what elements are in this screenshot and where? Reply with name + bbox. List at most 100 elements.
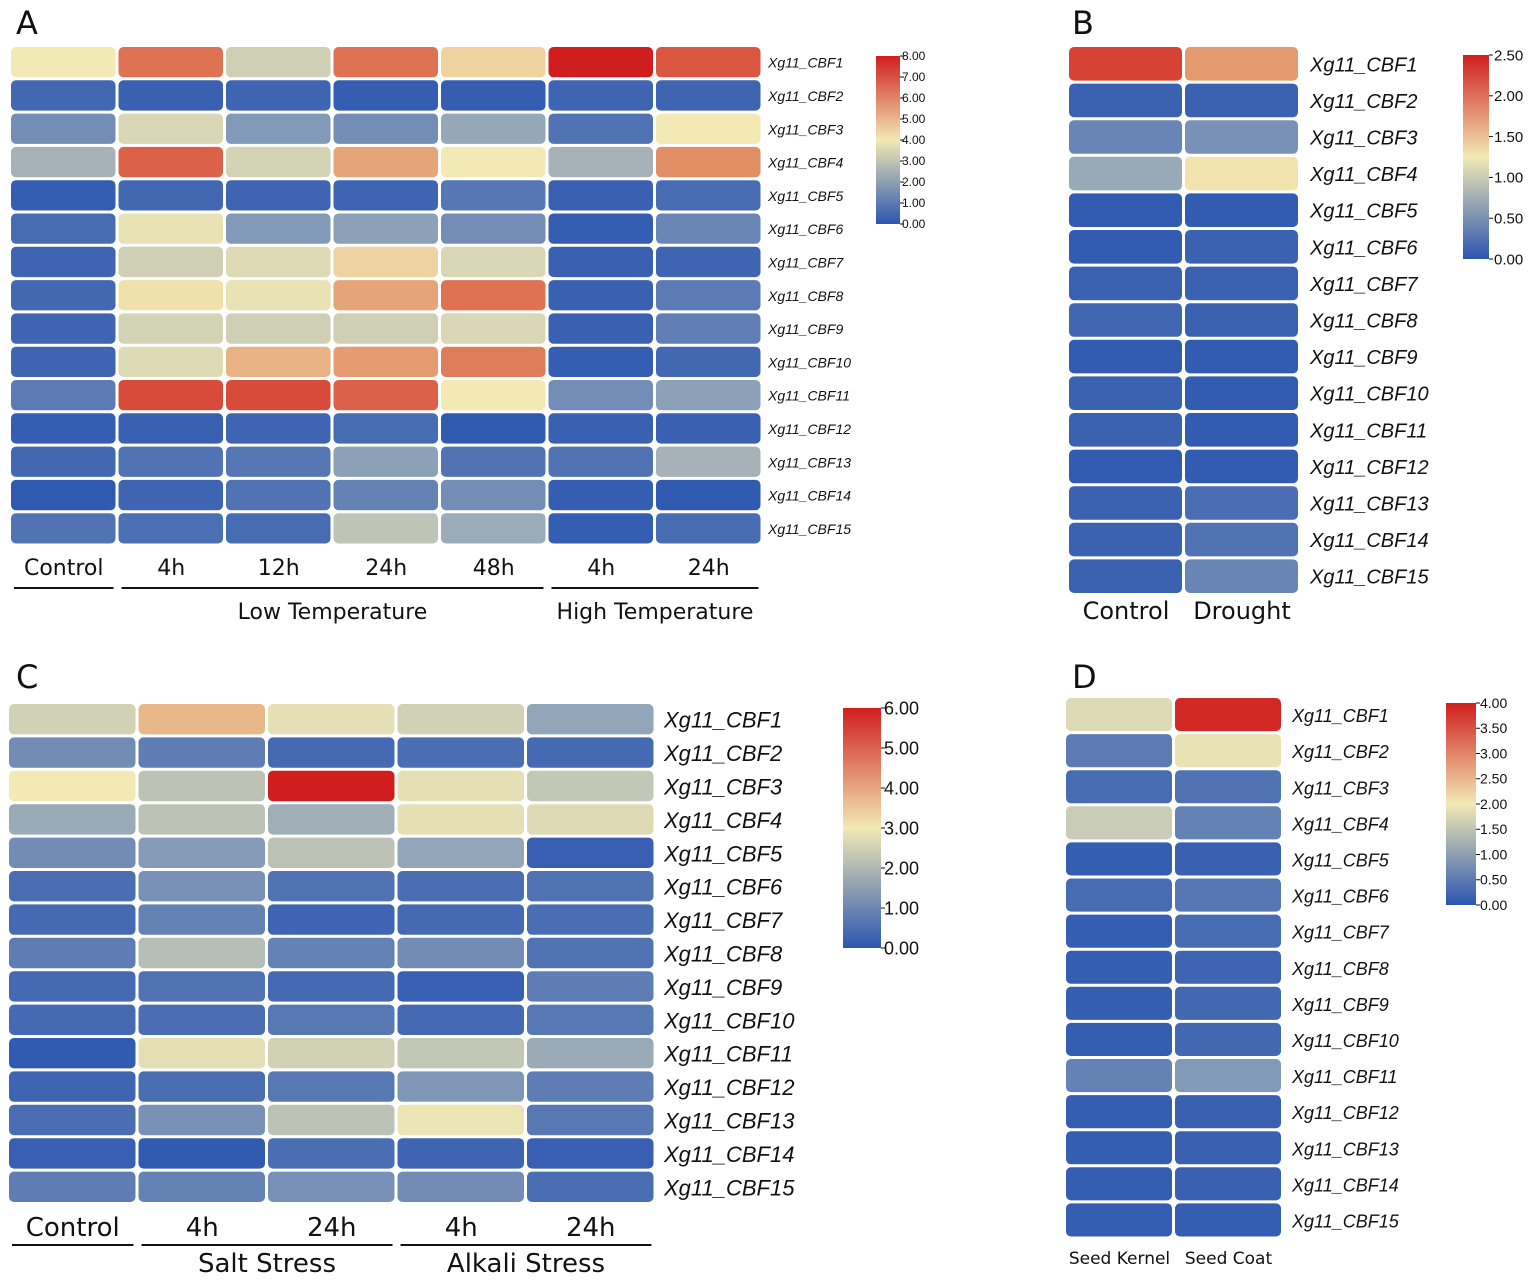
row-label: Xg11_CBF8 — [1309, 311, 1417, 333]
heatmap-cell — [1175, 878, 1281, 912]
row-label: Xg11_CBF9 — [1291, 995, 1389, 1015]
row-label: Xg11_CBF8 — [663, 942, 783, 967]
heatmap-cell — [656, 346, 761, 377]
heatmap-cell — [138, 737, 265, 768]
colorbar-tick-label: 7.00 — [902, 70, 926, 84]
heatmap-cell — [1066, 1095, 1172, 1129]
heatmap-cell — [1066, 734, 1172, 768]
heatmap-cell — [268, 804, 395, 835]
heatmap-cell — [527, 1138, 654, 1169]
heatmap-cell — [333, 446, 438, 477]
row-label: Xg11_CBF4 — [1291, 814, 1389, 834]
heatmap-cell — [1185, 120, 1298, 154]
heatmap-cell — [548, 313, 653, 344]
heatmap-cell — [118, 113, 223, 144]
heatmap-cell — [118, 246, 223, 278]
heatmap-cell — [1069, 266, 1182, 301]
heatmap-cell — [1069, 230, 1182, 264]
heatmap-cell — [138, 1004, 265, 1035]
row-label: Xg11_CBF5 — [767, 188, 843, 204]
heatmap-cell — [441, 246, 546, 278]
heatmap-cell — [11, 413, 116, 444]
row-label: Xg11_CBF6 — [767, 221, 843, 237]
heatmap-cell — [441, 380, 546, 411]
heatmap-cell — [548, 479, 653, 511]
row-label: Xg11_CBF14 — [767, 488, 851, 504]
colorbar-tick-label: 2.00 — [1494, 88, 1523, 105]
heatmap-cell — [527, 737, 654, 768]
heatmap-cell — [118, 446, 223, 477]
heatmap-cell — [11, 113, 116, 144]
heatmap-cell — [1185, 230, 1298, 264]
row-label: Xg11_CBF1 — [1291, 706, 1389, 726]
heatmap-cell — [268, 904, 395, 935]
heatmap-cell — [268, 837, 395, 868]
row-label: Xg11_CBF8 — [1291, 959, 1389, 979]
heatmap-cell — [9, 770, 136, 802]
heatmap-cell — [441, 313, 546, 344]
heatmap-cell — [226, 413, 331, 444]
heatmap-cell — [1185, 486, 1298, 520]
colorbar-tick-label: 2.50 — [1480, 771, 1507, 787]
heatmap-cell — [527, 804, 654, 835]
heatmap-cell — [11, 47, 116, 78]
heatmap-cell — [527, 937, 654, 969]
colorbar-tick-label: 3.00 — [884, 818, 919, 838]
heatmap-cell — [11, 180, 116, 211]
heatmap-cell — [548, 246, 653, 278]
heatmap-cell — [138, 1171, 265, 1202]
heatmap-cell — [1069, 413, 1182, 447]
row-label: Xg11_CBF11 — [1309, 420, 1427, 442]
colorbar: 6.00 5.00 4.00 3.00 2.00 1.00 0.00 — [843, 698, 919, 958]
column-label: 4h — [186, 1213, 219, 1243]
heatmap-cell — [118, 513, 223, 544]
colorbar-tick-label: 6.00 — [884, 698, 919, 718]
heatmap-cell — [11, 80, 116, 111]
heatmap-cell — [1069, 193, 1182, 227]
heatmap-cell — [656, 446, 761, 477]
heatmap-cell — [9, 937, 136, 969]
row-label: Xg11_CBF12 — [663, 1075, 794, 1100]
colorbar-tick-label: 1.50 — [1480, 821, 1507, 837]
heatmap-cell — [441, 47, 546, 78]
heatmap-cell — [11, 513, 116, 544]
heatmap-cell — [226, 313, 331, 344]
heatmap-cell — [118, 380, 223, 411]
colorbar-tick-label: 3.50 — [1480, 720, 1507, 736]
heatmap-cell — [1066, 1022, 1172, 1056]
column-label: 4h — [445, 1213, 478, 1243]
colorbar-tick-label: 0.00 — [884, 938, 919, 958]
heatmap-cell — [9, 704, 136, 735]
heatmap-cell — [1175, 1131, 1281, 1165]
group-label: Low Temperature — [238, 600, 428, 625]
heatmap-cell — [397, 770, 524, 802]
heatmap-cell — [527, 1038, 654, 1069]
colorbar-tick-label: 4.00 — [1480, 695, 1507, 711]
colorbar-tick-label: 0.50 — [1480, 872, 1507, 888]
heatmap-cell — [1066, 698, 1172, 732]
heatmap-cell — [1175, 1167, 1281, 1201]
heatmap-cell — [11, 380, 116, 411]
heatmap-cell — [527, 1071, 654, 1102]
heatmap-cell — [656, 213, 761, 244]
heatmap-cell — [138, 837, 265, 868]
row-label: Xg11_CBF3 — [767, 121, 843, 137]
heatmap-cell — [226, 479, 331, 511]
heatmap-cell — [1066, 770, 1172, 804]
row-label: Xg11_CBF8 — [767, 288, 843, 304]
colorbar-tick-label: 4.00 — [884, 778, 919, 798]
heatmap-cell — [1066, 914, 1172, 948]
heatmap-cell — [9, 1071, 136, 1102]
heatmap-cell — [1069, 83, 1182, 118]
row-label: Xg11_CBF9 — [1309, 347, 1417, 369]
heatmap-cell — [656, 413, 761, 444]
heatmap-cell — [11, 479, 116, 511]
heatmap-cell — [548, 380, 653, 411]
heatmap-cell — [9, 1138, 136, 1169]
row-label: Xg11_CBF11 — [1291, 1067, 1397, 1087]
heatmap-cell — [1185, 266, 1298, 301]
row-label: Xg11_CBF15 — [767, 521, 851, 537]
heatmap-panel-a: A Xg11_CBF1 Xg11_CBF2 Xg11_CBF3 Xg11_CBF4 Xg1… — [11, 4, 926, 625]
heatmap-cell — [441, 180, 546, 211]
